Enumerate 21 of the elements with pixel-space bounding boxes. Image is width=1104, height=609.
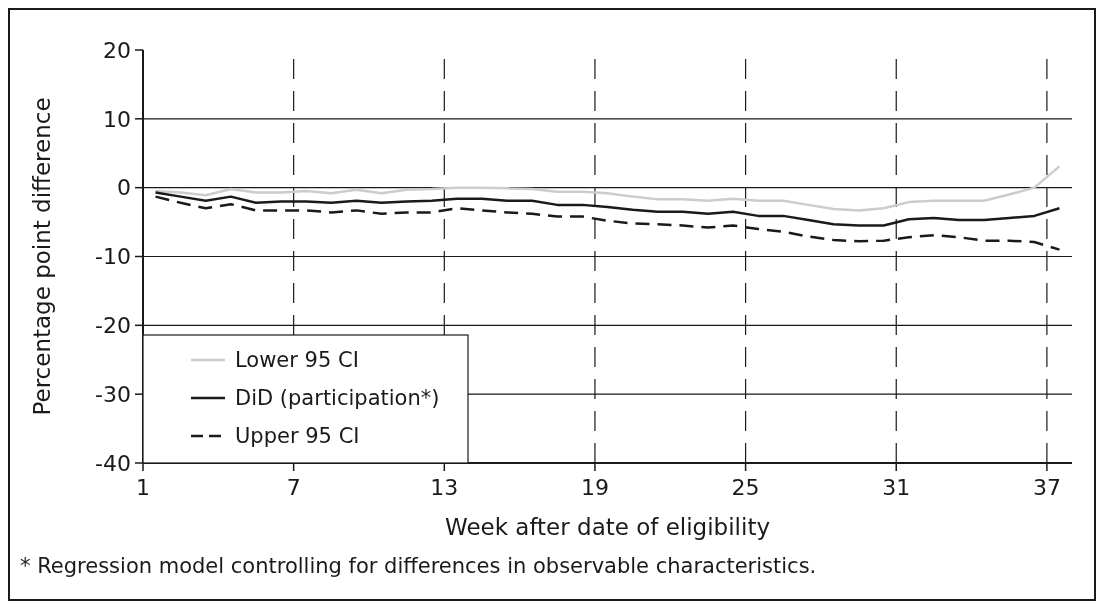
y-tick-label: -20 (95, 313, 131, 339)
y-tick-label: 0 (117, 175, 131, 201)
x-tick-label: 1 (136, 475, 150, 500)
y-tick-label: 10 (103, 106, 131, 132)
x-axis-title: Week after date of eligibility (444, 514, 771, 540)
y-tick-label: 20 (103, 37, 131, 63)
x-tick-label: 31 (882, 475, 911, 500)
x-tick-label: 19 (580, 475, 609, 500)
y-tick-label: -30 (95, 381, 131, 407)
y-axis-title: Percentage point difference (29, 97, 55, 416)
legend-label: Upper 95 CI (235, 424, 360, 449)
x-tick-label: 25 (731, 475, 760, 500)
y-tick-label: -40 (95, 450, 131, 476)
x-tick-label: 37 (1032, 475, 1061, 500)
x-tick-label: 7 (286, 475, 301, 500)
y-tick-label: -10 (95, 244, 131, 270)
x-tick-label: 13 (430, 475, 459, 500)
legend-label: DiD (participation*) (235, 386, 440, 411)
text: * Regression model controlling for differences in observable characteristics. (20, 554, 817, 578)
legend-label: Lower 95 CI (235, 348, 359, 373)
line-series (154, 165, 1061, 212)
